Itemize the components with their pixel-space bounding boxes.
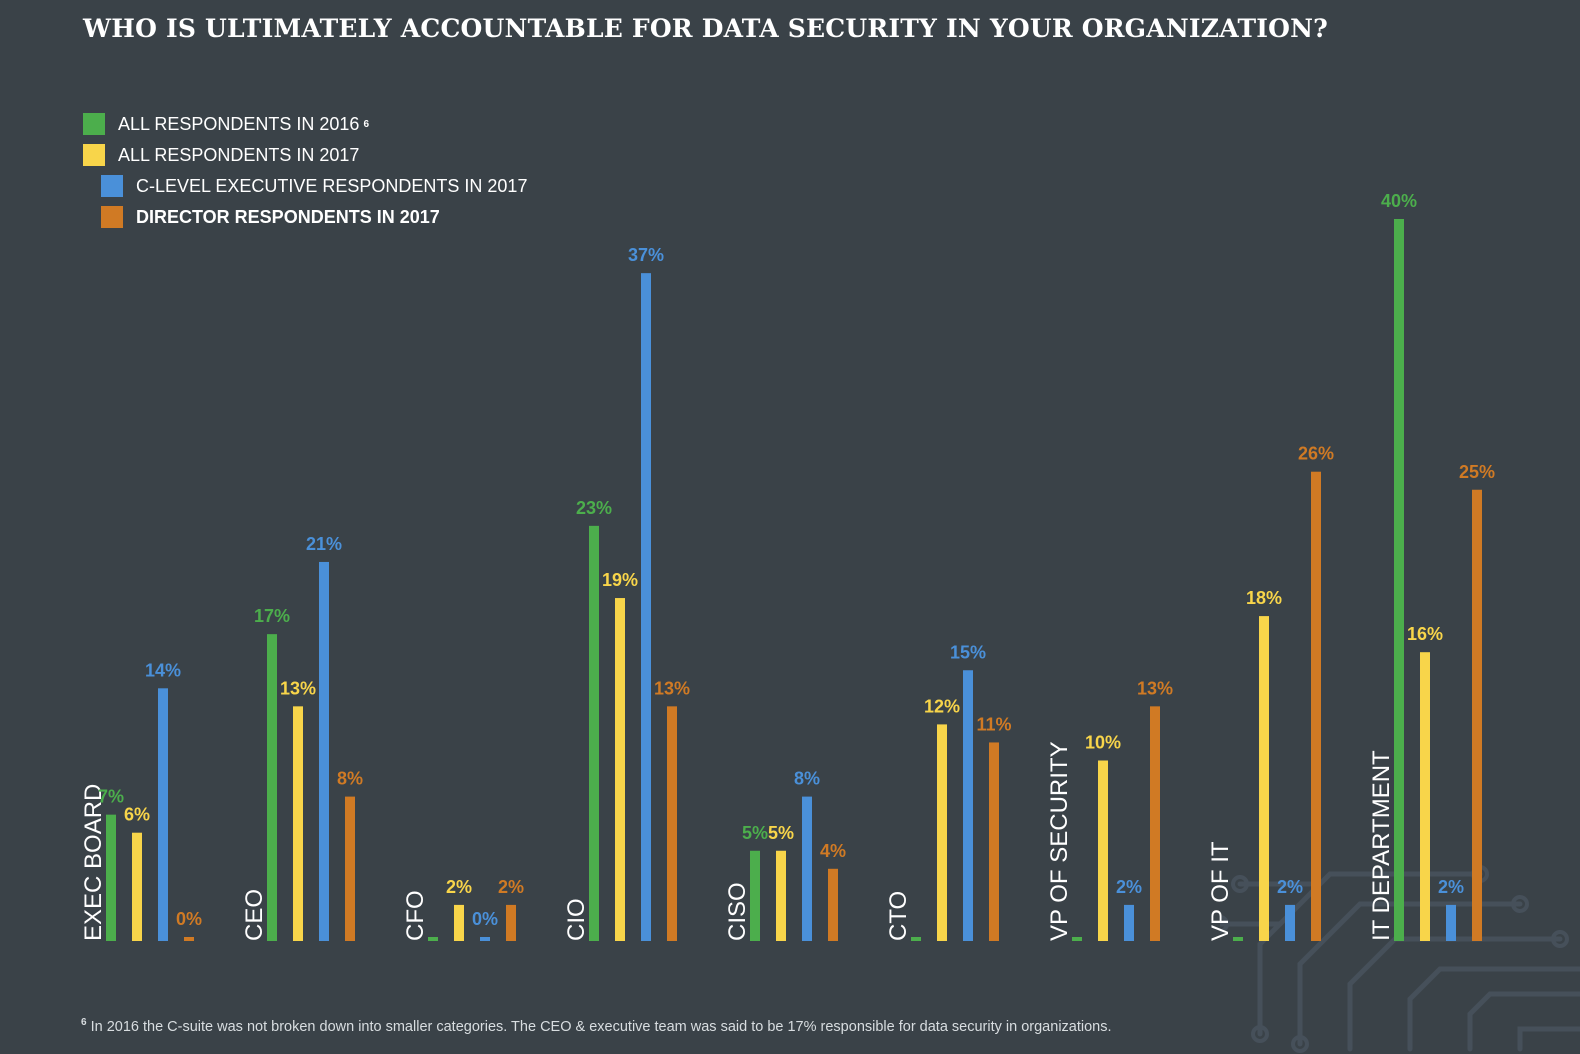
data-label-vp-of-it-series-2: 18% — [1246, 588, 1282, 608]
category-label-vp-of-security: VP OF SECURITY — [1046, 741, 1073, 941]
bar-ciso-series-3 — [802, 796, 812, 941]
data-label-ciso-series-4: 4% — [820, 841, 846, 861]
data-label-exec-board-series-4: 0% — [176, 909, 202, 929]
data-label-cfo-series-2: 2% — [446, 877, 472, 897]
bar-ceo-series-4 — [345, 796, 355, 941]
bar-vp-of-it-series-1 — [1233, 937, 1243, 941]
data-label-ceo-series-2: 13% — [280, 678, 316, 698]
legend-swatch-yellow — [83, 144, 105, 166]
data-label-vp-of-security-series-2: 10% — [1085, 733, 1121, 753]
data-label-cto-series-2: 12% — [924, 696, 960, 716]
bar-cto-series-3 — [963, 670, 973, 941]
category-label-cfo: CFO — [402, 890, 429, 941]
data-label-it-department-series-2: 16% — [1407, 624, 1443, 644]
data-label-ceo-series-1: 17% — [254, 606, 290, 626]
data-label-cio-series-2: 19% — [602, 570, 638, 590]
legend-label: DIRECTOR RESPONDENTS IN 2017 — [136, 206, 440, 227]
bar-ceo-series-2 — [293, 706, 303, 941]
data-label-ciso-series-1: 5% — [742, 823, 768, 843]
footnote: 6 In 2016 the C-suite was not broken dow… — [81, 1017, 1112, 1035]
category-label-exec-board: EXEC BOARD — [80, 784, 107, 941]
data-label-exec-board-series-1: 7% — [98, 787, 124, 807]
footnote-marker: 6 — [81, 1017, 87, 1028]
data-label-vp-of-it-series-3: 2% — [1277, 877, 1303, 897]
bar-ceo-series-3 — [319, 561, 329, 941]
bar-cio-series-1 — [589, 525, 599, 941]
data-label-it-department-series-3: 2% — [1438, 877, 1464, 897]
bar-exec-board-series-3 — [158, 688, 168, 941]
data-label-cfo-series-4: 2% — [498, 877, 524, 897]
legend-item-c-level: C-LEVEL EXECUTIVE RESPONDENTS IN 2017 — [101, 175, 527, 197]
bar-it-department-series-1 — [1394, 219, 1404, 941]
bar-cto-series-1 — [911, 937, 921, 941]
category-label-cio: CIO — [563, 898, 590, 941]
data-label-ceo-series-4: 8% — [337, 769, 363, 789]
bar-it-department-series-2 — [1420, 652, 1430, 941]
chart-title: WHO IS ULTIMATELY ACCOUNTABLE FOR DATA S… — [83, 14, 1329, 43]
data-label-vp-of-security-series-3: 2% — [1116, 877, 1142, 897]
data-label-cio-series-4: 13% — [654, 678, 690, 698]
bar-cio-series-3 — [641, 273, 651, 941]
bar-vp-of-it-series-4 — [1311, 471, 1321, 941]
bar-ciso-series-2 — [776, 850, 786, 941]
bar-ciso-series-1 — [750, 850, 760, 941]
legend-item-director: DIRECTOR RESPONDENTS IN 2017 — [101, 206, 440, 228]
bar-vp-of-security-series-3 — [1124, 904, 1134, 941]
bar-vp-of-security-series-1 — [1072, 937, 1082, 941]
bar-cfo-series-1 — [428, 937, 438, 941]
legend-label: ALL RESPONDENTS IN 2016 — [118, 113, 360, 134]
bar-vp-of-security-series-4 — [1150, 706, 1160, 941]
data-label-cfo-series-3: 0% — [472, 909, 498, 929]
bar-cio-series-4 — [667, 706, 677, 941]
legend-swatch-green — [83, 113, 105, 135]
data-label-vp-of-security-series-4: 13% — [1137, 678, 1173, 698]
legend-footnote-marker: 6 — [363, 118, 369, 130]
category-label-it-department: IT DEPARTMENT — [1368, 750, 1395, 941]
bar-cto-series-2 — [937, 724, 947, 941]
legend-item-2017: ALL RESPONDENTS IN 2017 — [83, 144, 359, 166]
bar-cfo-series-4 — [506, 904, 516, 941]
data-label-vp-of-it-series-4: 26% — [1298, 444, 1334, 464]
category-label-vp-of-it: VP OF IT — [1207, 841, 1234, 941]
bar-cto-series-4 — [989, 742, 999, 941]
bar-exec-board-series-1 — [106, 814, 116, 941]
bar-cfo-series-3 — [480, 937, 490, 941]
bar-vp-of-it-series-2 — [1259, 616, 1269, 941]
data-label-cto-series-4: 11% — [976, 714, 1011, 734]
data-label-ciso-series-2: 5% — [768, 823, 794, 843]
bar-it-department-series-3 — [1446, 904, 1456, 941]
category-label-ceo: CEO — [241, 889, 268, 941]
data-label-exec-board-series-3: 14% — [145, 660, 181, 680]
bar-exec-board-series-4 — [184, 937, 194, 941]
circuit-background-decoration — [1220, 865, 1580, 1053]
legend-item-2016: ALL RESPONDENTS IN 2016 6 — [83, 113, 369, 135]
bar-ceo-series-1 — [267, 634, 277, 941]
bar-vp-of-it-series-3 — [1285, 904, 1295, 941]
bar-cio-series-2 — [615, 598, 625, 941]
bar-it-department-series-4 — [1472, 489, 1482, 941]
bar-cfo-series-2 — [454, 904, 464, 941]
legend-label: C-LEVEL EXECUTIVE RESPONDENTS IN 2017 — [136, 175, 528, 196]
data-label-ciso-series-3: 8% — [794, 769, 820, 789]
data-label-exec-board-series-2: 6% — [124, 805, 150, 825]
data-label-cio-series-1: 23% — [576, 498, 612, 518]
legend-label: ALL RESPONDENTS IN 2017 — [118, 144, 360, 165]
data-label-cio-series-3: 37% — [628, 245, 664, 265]
legend-swatch-blue — [101, 175, 123, 197]
bar-vp-of-security-series-2 — [1098, 760, 1108, 941]
bar-exec-board-series-2 — [132, 832, 142, 941]
data-label-ceo-series-3: 21% — [306, 534, 342, 554]
data-label-it-department-series-4: 25% — [1459, 462, 1495, 482]
category-label-cto: CTO — [885, 891, 912, 941]
bar-ciso-series-4 — [828, 868, 838, 941]
category-label-ciso: CISO — [724, 882, 751, 941]
footnote-text: In 2016 the C-suite was not broken down … — [90, 1018, 1112, 1035]
legend-swatch-orange — [101, 206, 123, 228]
data-label-cto-series-3: 15% — [950, 642, 986, 662]
data-label-it-department-series-1: 40% — [1381, 191, 1417, 211]
